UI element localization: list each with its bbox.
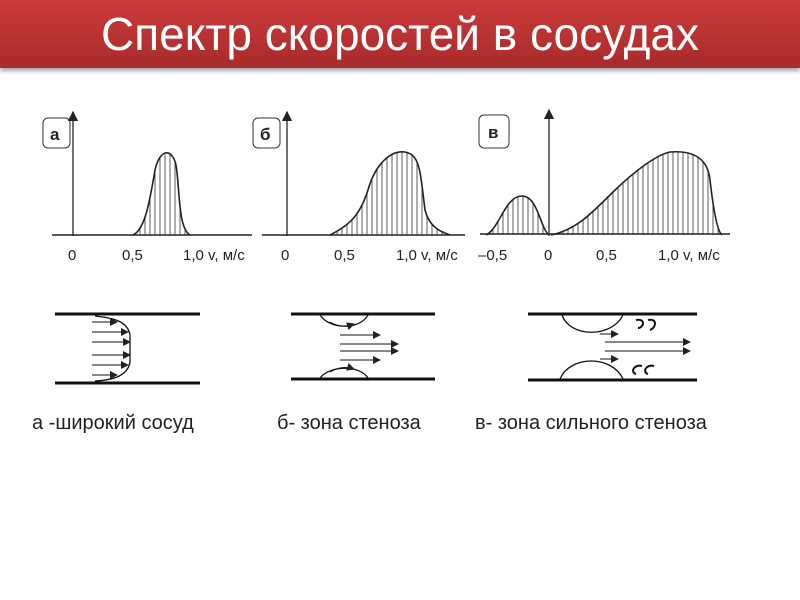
vessel-diagram-a [55, 312, 200, 385]
panel-label-box [42, 117, 71, 149]
stenosis-plaque [319, 314, 369, 327]
hatching [552, 151, 719, 235]
flow-arrows [329, 321, 399, 373]
tick-label: 0 [68, 247, 76, 264]
vessel-diagram-b [291, 312, 435, 381]
vortex-icon [635, 318, 644, 329]
vortex-icon [632, 364, 643, 375]
vessel-diagram-c [528, 312, 697, 382]
tick-label: 1,0 [658, 247, 679, 264]
tick-label: 1,0 [396, 247, 417, 264]
panel-label: б [260, 125, 271, 144]
stenosis-plaque [319, 367, 369, 379]
stenosis-plaque [561, 314, 624, 333]
axis-unit: v, м/с [208, 247, 245, 264]
spectrum-chart-c: в –0,5 0 0,5 1,0 v, м/с [478, 108, 730, 264]
panel-label-box [478, 114, 510, 149]
axis-unit: v, м/с [421, 247, 458, 264]
title-bar: Спектр скоростей в сосудах [0, 0, 800, 68]
spectrum-curve [132, 152, 191, 236]
caption-a: а -широкий сосуд [32, 412, 194, 434]
velocity-profile [94, 315, 131, 382]
tick-label: 0 [544, 247, 552, 264]
flow-arrows [600, 318, 691, 375]
panel-label: а [50, 125, 60, 144]
tick-label: 0 [281, 247, 289, 264]
spectrum-chart-b: б 0 0,5 1,0 v, м/с [252, 110, 465, 264]
tick-label: 0,5 [122, 247, 143, 264]
flow-arrows [92, 318, 131, 379]
stenosis-plaque [559, 360, 624, 380]
spectrum-curve-negative [485, 195, 550, 236]
tick-label: 0,5 [596, 247, 617, 264]
vortex-icon [647, 318, 656, 331]
vortex-icon [644, 364, 655, 375]
axis-unit: v, м/с [683, 247, 720, 264]
tick-label: 1,0 [183, 247, 204, 264]
tick-label: 0,5 [334, 247, 355, 264]
spectrum-curve [329, 151, 451, 236]
slide-title: Спектр скоростей в сосудах [101, 8, 699, 60]
panel-label: в [488, 123, 498, 142]
spectrum-chart-a: а 0 0,5 1,0 v, м/с [42, 110, 252, 264]
caption-b: б- зона стеноза [277, 412, 421, 434]
spectrum-curve-positive [550, 151, 723, 236]
tick-label: –0,5 [478, 247, 507, 264]
panel-label-box [252, 117, 281, 149]
caption-c: в- зона сильного стеноза [475, 412, 707, 434]
